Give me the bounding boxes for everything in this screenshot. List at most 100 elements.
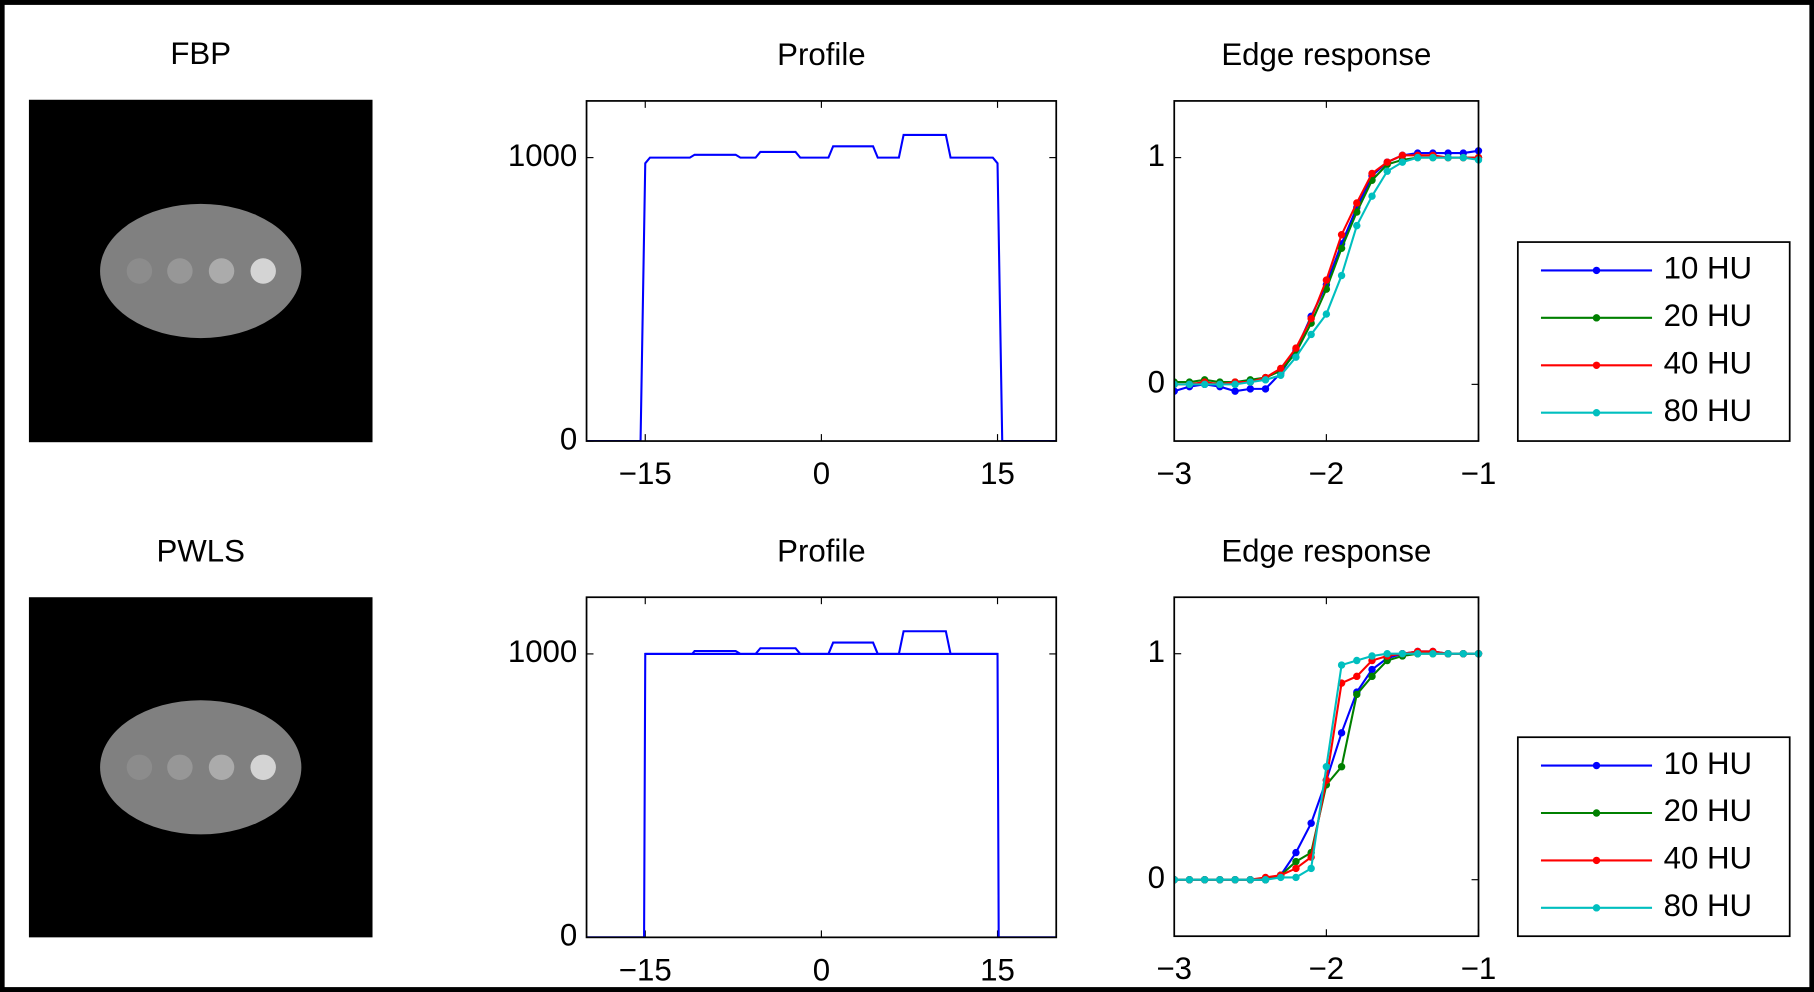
data-point — [1247, 385, 1254, 392]
data-point — [1247, 876, 1254, 883]
phantom-insert — [127, 755, 152, 780]
legend-label: 20 HU — [1664, 793, 1752, 828]
data-point — [1292, 865, 1299, 872]
phantom-insert — [209, 755, 234, 780]
panel-title: Profile — [777, 37, 866, 72]
y-tick-label: 0 — [560, 918, 577, 953]
data-point — [1460, 650, 1467, 657]
x-tick-label: −15 — [619, 952, 672, 987]
phantom-insert — [167, 755, 192, 780]
data-point — [1368, 170, 1375, 177]
data-point — [1338, 661, 1345, 668]
legend-marker — [1593, 904, 1600, 911]
data-point — [1399, 650, 1406, 657]
panel-title: PWLS — [156, 534, 244, 569]
data-point — [1216, 876, 1223, 883]
x-tick-label: −3 — [1156, 456, 1192, 491]
data-point — [1323, 310, 1330, 317]
legend-marker — [1593, 267, 1600, 274]
data-point — [1323, 763, 1330, 770]
data-point — [1262, 376, 1269, 383]
data-point — [1353, 691, 1360, 698]
data-point — [1231, 381, 1238, 388]
data-point — [1307, 331, 1314, 338]
phantom-insert — [250, 258, 275, 283]
data-point — [1384, 158, 1391, 165]
data-point — [1353, 673, 1360, 680]
y-tick-label: 1 — [1148, 634, 1165, 669]
x-tick-label: 15 — [980, 456, 1015, 491]
data-point — [1231, 876, 1238, 883]
data-point — [1353, 199, 1360, 206]
data-point — [1338, 729, 1345, 736]
data-point — [1368, 652, 1375, 659]
data-point — [1368, 673, 1375, 680]
data-point — [1292, 849, 1299, 856]
phantom-insert — [167, 258, 192, 283]
panel-title: Profile — [777, 534, 866, 569]
legend-marker — [1593, 762, 1600, 769]
y-tick-label: 1000 — [508, 634, 577, 669]
data-point — [1247, 378, 1254, 385]
x-tick-label: 0 — [813, 952, 830, 987]
data-point — [1323, 276, 1330, 283]
data-point — [1277, 372, 1284, 379]
y-tick-label: 1 — [1148, 138, 1165, 173]
phantom-insert — [209, 258, 234, 283]
data-point — [1338, 763, 1345, 770]
x-tick-label: 0 — [813, 456, 830, 491]
legend-label: 40 HU — [1664, 346, 1752, 381]
y-tick-label: 0 — [560, 421, 577, 456]
y-tick-label: 0 — [1148, 365, 1165, 400]
data-point — [1262, 385, 1269, 392]
legend-label: 10 HU — [1664, 251, 1752, 286]
x-tick-label: −15 — [619, 456, 672, 491]
data-point — [1384, 168, 1391, 175]
panel-title: FBP — [170, 36, 231, 71]
data-point — [1186, 381, 1193, 388]
phantom-insert — [250, 755, 275, 780]
data-point — [1307, 315, 1314, 322]
x-tick-label: 15 — [980, 952, 1015, 987]
data-point — [1384, 650, 1391, 657]
data-point — [1460, 154, 1467, 161]
data-point — [1201, 381, 1208, 388]
legend-marker — [1593, 409, 1600, 416]
data-point — [1399, 158, 1406, 165]
data-point — [1307, 820, 1314, 827]
data-point — [1231, 387, 1238, 394]
panel-title: Edge response — [1221, 534, 1431, 569]
data-point — [1338, 245, 1345, 252]
legend-marker — [1593, 362, 1600, 369]
data-point — [1414, 154, 1421, 161]
legend-marker — [1593, 314, 1600, 321]
x-tick-label: −3 — [1156, 951, 1192, 986]
data-point — [1307, 865, 1314, 872]
data-point — [1368, 192, 1375, 199]
data-point — [1201, 876, 1208, 883]
legend-label: 20 HU — [1664, 298, 1752, 333]
legend-label: 10 HU — [1664, 746, 1752, 781]
y-tick-label: 0 — [1148, 860, 1165, 895]
legend-label: 80 HU — [1664, 888, 1752, 923]
data-point — [1444, 154, 1451, 161]
data-point — [1399, 152, 1406, 159]
x-tick-label: −2 — [1309, 951, 1345, 986]
data-point — [1353, 657, 1360, 664]
data-point — [1429, 154, 1436, 161]
legend-label: 40 HU — [1664, 841, 1752, 876]
phantom-insert — [127, 258, 152, 283]
figure: FBPProfile−1501501000Edge response−3−2−1… — [0, 0, 1814, 992]
data-point — [1216, 381, 1223, 388]
y-tick-label: 1000 — [508, 138, 577, 173]
legend-marker — [1593, 809, 1600, 816]
x-tick-label: −1 — [1461, 951, 1497, 986]
data-point — [1262, 876, 1269, 883]
data-point — [1292, 344, 1299, 351]
data-point — [1338, 272, 1345, 279]
legend-marker — [1593, 857, 1600, 864]
data-point — [1292, 353, 1299, 360]
x-tick-label: −1 — [1461, 456, 1497, 491]
data-point — [1429, 650, 1436, 657]
data-point — [1353, 222, 1360, 229]
